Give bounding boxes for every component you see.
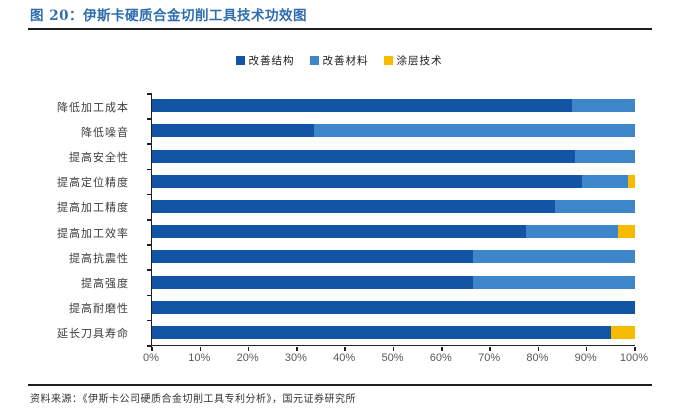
x-axis-tick-label: 30% [284, 352, 307, 364]
y-axis-tick [147, 269, 152, 271]
bar-row [152, 250, 635, 264]
x-axis-tick-label: 10% [188, 352, 211, 364]
y-axis-tick [147, 319, 152, 322]
legend-item-0: 改善结构 [235, 53, 295, 68]
legend-item-1: 改善材料 [309, 53, 369, 68]
category-label: 提高定位精度 [57, 176, 129, 190]
percent-axis-labels: 0% 10% 20% 30% 40% 50% 60% 70% 80% 90% 100% [143, 352, 648, 368]
bar-segment [555, 199, 635, 213]
x-axis-tick-label: 0% [143, 352, 159, 364]
bar-row [152, 199, 635, 213]
bar-segment [313, 124, 635, 138]
bar-segment [581, 174, 628, 188]
category-label: 提高加工效率 [57, 226, 129, 240]
stacked-bar-chart-plot-area [147, 93, 636, 351]
legend-swatch-icon [383, 56, 393, 65]
bar-row [152, 99, 635, 113]
x-axis-tick [537, 346, 540, 351]
bar-row [152, 174, 635, 188]
category-label: 提高加工精度 [57, 201, 129, 215]
bar-row [152, 325, 635, 339]
figure-title: 图 20：伊斯卡硬质合金切削工具技术功效图 [30, 8, 307, 24]
y-axis-tick [147, 219, 152, 221]
y-axis-tick [147, 294, 152, 297]
y-axis-tick [147, 345, 152, 347]
legend-item-2: 涂层技术 [383, 53, 443, 68]
x-axis-tick-label: 60% [429, 352, 452, 364]
x-axis-tick [634, 346, 636, 351]
bar-segment [473, 275, 635, 289]
y-axis-tick [147, 168, 152, 171]
x-axis-tick-label: 90% [574, 352, 597, 364]
bar-segment [618, 225, 635, 239]
category-label: 延长刀具寿命 [57, 327, 129, 341]
bar-row [152, 275, 635, 289]
category-label: 提高抗震性 [69, 251, 129, 265]
x-axis-tick-label: 40% [333, 352, 356, 364]
category-label: 降低噪音 [81, 125, 129, 139]
legend-swatch-icon [235, 56, 245, 65]
x-axis-tick-label: 50% [381, 352, 404, 364]
chart-legend: 改善结构 改善材料 涂层技术 [0, 53, 678, 68]
category-label: 降低加工成本 [57, 100, 129, 114]
bar-row [152, 124, 635, 138]
x-axis-tick [392, 346, 395, 351]
bar-segment [572, 99, 635, 113]
category-label: 提高安全性 [69, 151, 129, 164]
x-axis-tick-label: 80% [526, 352, 549, 364]
legend-swatch-icon [309, 56, 319, 65]
y-axis-tick [147, 193, 152, 196]
category-label: 提高耐磨性 [69, 302, 129, 316]
bar-segment [152, 325, 611, 339]
x-axis-tick [199, 346, 202, 351]
bar-row [152, 300, 635, 314]
x-axis-tick [296, 346, 298, 351]
title-divider [28, 28, 652, 30]
y-axis-tick [147, 93, 152, 95]
bar-row [152, 225, 635, 239]
bar-segment [152, 275, 474, 289]
x-axis-tick [489, 346, 491, 351]
bar-segment [627, 174, 635, 188]
x-axis-tick-label: 20% [236, 352, 259, 364]
x-axis-tick-label: 70% [478, 352, 501, 364]
x-axis-tick-label: 100% [619, 352, 649, 364]
legend-label: 涂层技术 [396, 55, 443, 67]
x-axis-tick [151, 346, 153, 351]
category-axis-labels: 降低加工成本降低噪音提高安全性提高定位精度 提高加工精度 提高加工效率提高抗震性提高… [0, 93, 140, 345]
x-axis-tick [247, 346, 250, 351]
bar-segment [574, 149, 635, 163]
bar-segment [526, 225, 619, 239]
y-axis-tick [147, 244, 152, 246]
legend-label: 改善材料 [322, 55, 369, 67]
y-axis-tick [147, 143, 152, 145]
footer-divider [28, 384, 652, 386]
bar-segment [152, 99, 573, 113]
category-label: 提高强度 [81, 277, 129, 290]
x-axis-tick [585, 346, 588, 351]
y-axis-tick [147, 118, 152, 120]
bar-segment [152, 199, 556, 213]
bar-segment [152, 149, 575, 163]
bar-segment [152, 225, 527, 239]
bar-segment [473, 250, 635, 264]
bar-segment [152, 250, 474, 264]
x-axis-tick [441, 346, 443, 351]
source-note: 资料来源：《伊斯卡公司硬质合金切削工具专利分析》，国元证券研究所 [30, 394, 356, 405]
bar-segment [152, 124, 314, 138]
legend-label: 改善结构 [248, 55, 295, 67]
bar-segment [152, 174, 582, 188]
bar-segment [152, 300, 635, 314]
bar-segment [610, 325, 635, 339]
bar-row [152, 149, 635, 163]
x-axis-tick [344, 346, 346, 351]
